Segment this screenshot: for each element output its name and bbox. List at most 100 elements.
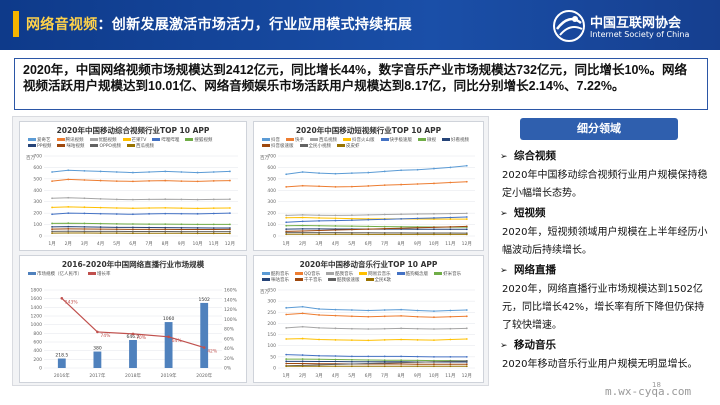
data-point: [465, 180, 468, 183]
data-point: [449, 228, 452, 231]
data-point: [148, 228, 150, 231]
series-line: [52, 169, 230, 174]
data-point: [400, 355, 403, 358]
chart-title: 2016-2020年中国网络直播行业市场规模: [61, 260, 205, 269]
data-point: [400, 217, 403, 220]
series-line: [286, 212, 467, 216]
y-tick-label: 0: [273, 234, 276, 240]
y-tick-label: 500: [267, 176, 276, 182]
x-tick-label: 10月: [429, 241, 439, 247]
y-tick-label: 1000: [31, 322, 43, 328]
data-point: [449, 315, 452, 318]
y-tick-label: 700: [33, 154, 42, 160]
y-tick-label: 250: [267, 310, 276, 316]
header-accent-bar: [13, 11, 19, 37]
y-tick-label: 0: [39, 366, 42, 372]
y-tick-label: 1600: [31, 296, 43, 302]
data-point: [301, 354, 304, 356]
data-point: [196, 198, 199, 201]
data-point: [99, 170, 102, 173]
bar-data-label: 1502: [198, 297, 210, 303]
data-point: [51, 228, 53, 231]
y-tick-label: 1400: [31, 305, 43, 311]
y-tick-label: 100: [267, 222, 276, 228]
data-point: [285, 173, 288, 176]
data-point: [99, 206, 102, 209]
data-point: [367, 362, 370, 365]
data-point: [115, 232, 118, 235]
data-point: [132, 171, 134, 174]
rate-point: [131, 332, 135, 336]
data-point: [367, 218, 370, 221]
data-point: [301, 312, 304, 315]
data-point: [433, 226, 435, 229]
x-tick-label: 3月: [315, 373, 322, 379]
data-point: [301, 365, 304, 368]
data-point: [212, 212, 215, 215]
y-axis-label: 百万: [260, 289, 269, 295]
y-tick-label: 300: [267, 299, 276, 305]
data-point: [367, 231, 370, 234]
legend-swatch: [343, 138, 351, 141]
rate-data-label: 74%: [100, 333, 111, 339]
data-point: [51, 222, 53, 225]
x-tick-label: 2月: [299, 241, 306, 247]
legend-item: 酷我极速版: [328, 278, 360, 284]
legend-item: 咪咕音乐: [262, 278, 289, 284]
bar: [129, 339, 137, 368]
header-bar: 网络音视频：创新发展激活市场活力，行业应用模式持续拓展 中国互联网协会 Inte…: [0, 0, 720, 50]
y-tick-label: 200: [267, 321, 276, 327]
legend-item: 网易云音乐: [359, 272, 391, 278]
data-point: [367, 185, 370, 187]
data-point: [115, 180, 118, 183]
data-point: [334, 308, 337, 311]
x-tick-label: 2月: [65, 241, 72, 247]
data-point: [367, 359, 370, 361]
data-point: [350, 185, 353, 188]
series-line: [52, 222, 230, 225]
data-point: [132, 213, 134, 216]
data-point: [148, 198, 150, 201]
legend-swatch: [299, 144, 308, 147]
section-tab-label: 细分领域: [577, 122, 621, 135]
data-point: [229, 179, 231, 182]
data-point: [196, 207, 199, 210]
data-point: [83, 206, 86, 209]
data-point: [229, 198, 231, 201]
series-line: [286, 165, 467, 175]
data-point: [449, 309, 452, 312]
y-tick-label: 800: [33, 331, 42, 337]
legend-item: 增长率: [88, 272, 111, 278]
legend-swatch: [326, 272, 335, 275]
data-point: [416, 315, 419, 318]
data-point: [334, 219, 337, 222]
data-point: [99, 212, 102, 215]
data-point: [301, 362, 304, 365]
data-point: [334, 185, 337, 188]
data-point: [285, 214, 288, 217]
data-point: [433, 217, 435, 219]
data-point: [164, 226, 167, 229]
data-point: [51, 171, 53, 173]
data-point: [383, 360, 386, 363]
legend-swatch: [328, 278, 336, 281]
data-point: [400, 365, 403, 368]
legend-item: 虾米音乐: [434, 272, 461, 278]
data-point: [180, 226, 183, 229]
data-point: [301, 233, 304, 236]
data-point: [164, 228, 167, 231]
legend-swatch: [56, 138, 65, 141]
isc-logo: 中国互联网协会 Internet Society of China: [552, 6, 712, 46]
rate-data-label: 70%: [136, 335, 147, 341]
data-point: [334, 339, 337, 341]
data-point: [400, 232, 403, 234]
data-point: [350, 217, 353, 220]
data-point: [465, 164, 468, 167]
x-tick-label: 5月: [348, 241, 355, 247]
rate-point: [96, 330, 99, 334]
legend-swatch: [418, 138, 426, 141]
bar: [200, 302, 209, 368]
data-point: [180, 207, 183, 210]
legend-swatch: [396, 272, 405, 275]
data-point: [383, 365, 386, 368]
